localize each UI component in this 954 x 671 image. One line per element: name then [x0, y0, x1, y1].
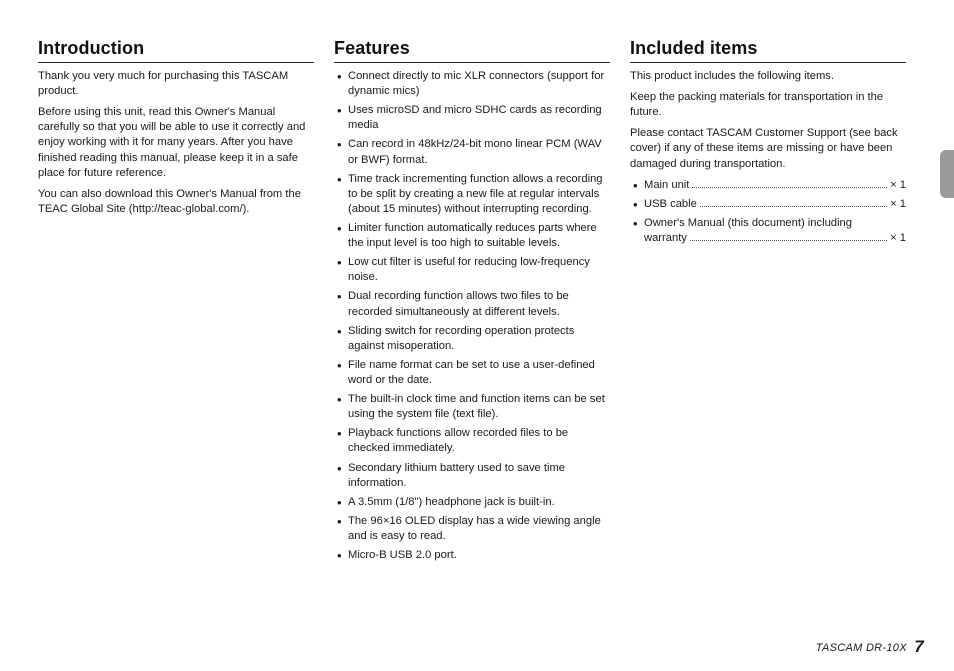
feature-item: Connect directly to mic XLR connectors (… — [334, 69, 610, 99]
included-item-label: warranty — [644, 231, 687, 246]
included-paragraph: This product includes the following item… — [630, 69, 906, 84]
included-item-qty: × 1 — [890, 178, 906, 193]
feature-item: File name format can be set to use a use… — [334, 358, 610, 388]
page-edge-tab — [940, 150, 954, 198]
feature-item: Micro-B USB 2.0 port. — [334, 548, 610, 563]
included-item-label: Main unit — [644, 178, 689, 193]
leader-dots — [690, 231, 887, 241]
included-item-label: Owner's Manual (this document) including — [644, 216, 906, 231]
feature-item: Low cut filter is useful for reducing lo… — [334, 255, 610, 285]
feature-item: Can record in 48kHz/24-bit mono linear P… — [334, 137, 610, 167]
feature-item: Sliding switch for recording operation p… — [334, 324, 610, 354]
included-list: Main unit × 1 USB cable × 1 Owner's Manu… — [630, 178, 906, 247]
included-item: Main unit × 1 — [630, 178, 906, 193]
intro-paragraph: Before using this unit, read this Owner'… — [38, 105, 314, 181]
included-body: This product includes the following item… — [630, 69, 906, 172]
page-footer: TASCAM DR-10X 7 — [816, 637, 924, 657]
heading-features: Features — [334, 38, 610, 63]
leader-dots — [692, 178, 887, 188]
included-paragraph: Please contact TASCAM Customer Support (… — [630, 126, 906, 171]
included-item: Owner's Manual (this document) including… — [630, 216, 906, 246]
leader-dots — [700, 197, 887, 207]
feature-item: Dual recording function allows two files… — [334, 289, 610, 319]
feature-item: Uses microSD and micro SDHC cards as rec… — [334, 103, 610, 133]
feature-item: The built-in clock time and function ite… — [334, 392, 610, 422]
col-introduction: Introduction Thank you very much for pur… — [38, 38, 334, 567]
footer-page-number: 7 — [914, 637, 924, 656]
feature-item: Time track incrementing function allows … — [334, 172, 610, 217]
feature-item: Playback functions allow recorded files … — [334, 426, 610, 456]
heading-included: Included items — [630, 38, 906, 63]
col-included-items: Included items This product includes the… — [630, 38, 926, 567]
feature-item: Limiter function automatically reduces p… — [334, 221, 610, 251]
intro-paragraph: You can also download this Owner's Manua… — [38, 187, 314, 217]
included-item: USB cable × 1 — [630, 197, 906, 212]
footer-model: TASCAM DR-10X — [816, 642, 907, 654]
features-list: Connect directly to mic XLR connectors (… — [334, 69, 610, 563]
feature-item: Secondary lithium battery used to save t… — [334, 461, 610, 491]
included-item-label: USB cable — [644, 197, 697, 212]
introduction-body: Thank you very much for purchasing this … — [38, 69, 314, 217]
feature-item: The 96×16 OLED display has a wide viewin… — [334, 514, 610, 544]
intro-paragraph: Thank you very much for purchasing this … — [38, 69, 314, 99]
heading-introduction: Introduction — [38, 38, 314, 63]
included-item-qty: × 1 — [890, 231, 906, 246]
included-item-qty: × 1 — [890, 197, 906, 212]
included-paragraph: Keep the packing materials for transport… — [630, 90, 906, 120]
feature-item: A 3.5mm (1/8") headphone jack is built-i… — [334, 495, 610, 510]
col-features: Features Connect directly to mic XLR con… — [334, 38, 630, 567]
manual-page: Introduction Thank you very much for pur… — [0, 0, 954, 567]
